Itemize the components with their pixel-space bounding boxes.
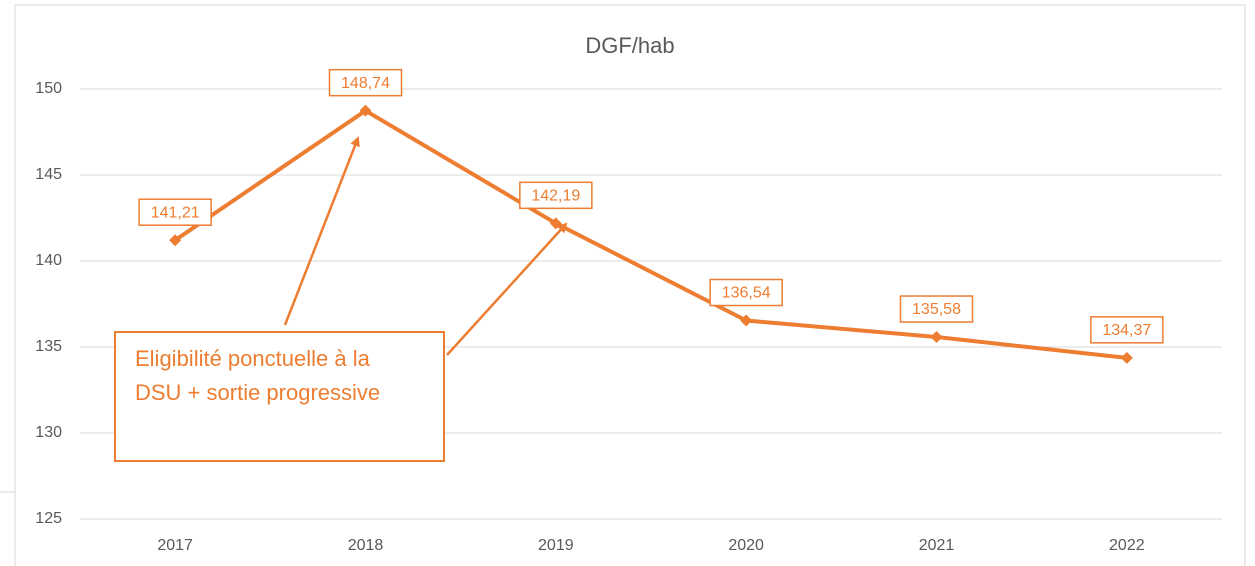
data-label-box — [1090, 316, 1164, 344]
annotation-arrow — [446, 222, 568, 356]
data-label: 135,58 — [912, 301, 961, 318]
annotation-arrow — [283, 136, 360, 326]
y-tick-label: 140 — [35, 252, 62, 269]
annotation-text: DSU + sortie progressive — [135, 380, 380, 405]
annotation-box — [114, 331, 445, 462]
y-tick-label: 150 — [35, 80, 62, 97]
data-line — [174, 108, 1128, 360]
x-tick-label: 2021 — [919, 537, 955, 554]
x-tick-label: 2019 — [538, 537, 574, 554]
data-label: 142,19 — [531, 188, 580, 205]
x-tick-label: 2017 — [157, 537, 193, 554]
y-tick-label: 135 — [35, 338, 62, 355]
data-label: 134,37 — [1102, 322, 1151, 339]
data-label-box — [328, 68, 403, 97]
marker — [169, 234, 182, 247]
y-tick-label: 125 — [35, 510, 62, 527]
y-tick-label: 130 — [35, 424, 62, 441]
data-label: 136,54 — [722, 285, 771, 302]
data-label-box — [709, 278, 783, 307]
marker — [359, 104, 372, 117]
x-tick-label: 2022 — [1109, 537, 1145, 554]
chart-title: DGF/hab — [585, 33, 674, 58]
marker — [740, 314, 753, 327]
marker — [930, 331, 943, 344]
y-tick-label: 145 — [35, 166, 62, 183]
data-label: 141,21 — [151, 204, 200, 221]
x-tick-label: 2020 — [728, 537, 764, 554]
x-tick-label: 2018 — [348, 537, 384, 554]
data-label-box — [519, 181, 593, 210]
data-label-box — [899, 295, 974, 323]
chart-frame — [14, 4, 1246, 566]
data-label-box — [138, 198, 212, 226]
data-label: 148,74 — [341, 75, 390, 92]
annotation-text: Eligibilité ponctuelle à la — [135, 346, 371, 371]
marker — [1120, 351, 1133, 364]
